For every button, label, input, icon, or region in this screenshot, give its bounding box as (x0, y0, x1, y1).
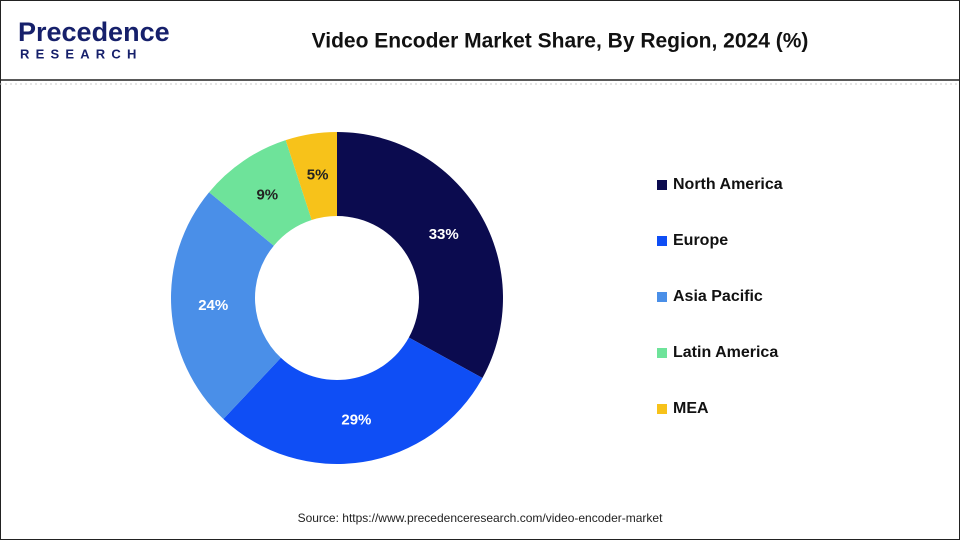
value-label: 33% (429, 226, 459, 243)
source: Source: https://www.precedenceresearch.c… (298, 511, 664, 525)
legend-label: Asia Pacific (673, 288, 763, 305)
donut-slice (285, 132, 337, 221)
legend-label: MEA (673, 400, 709, 417)
legend-swatch (657, 236, 667, 246)
value-label: 24% (198, 297, 228, 314)
donut-slice (223, 337, 483, 464)
legend-swatch (657, 348, 667, 358)
legend-label: Latin America (673, 344, 778, 361)
legend-swatch (657, 404, 667, 414)
donut-slice (337, 132, 503, 378)
donut-slice (171, 192, 281, 420)
donut-slice (209, 140, 312, 246)
legend-swatch (657, 180, 667, 190)
chart-title: Video Encoder Market Share, By Region, 2… (312, 30, 809, 53)
legend-swatch (657, 292, 667, 302)
brand-tagline: RESEARCH (20, 46, 143, 61)
brand-name: Precedence (18, 17, 170, 47)
legend-label: Europe (673, 232, 728, 249)
value-label: 29% (341, 411, 371, 428)
legend-label: North America (673, 176, 783, 193)
value-label: 5% (307, 166, 329, 183)
value-label: 9% (256, 186, 278, 203)
